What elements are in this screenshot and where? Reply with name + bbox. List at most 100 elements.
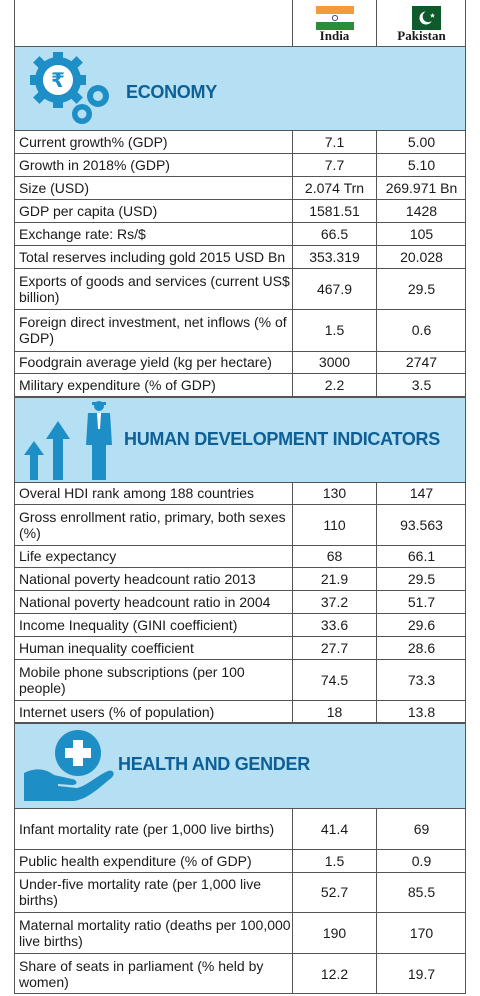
value-pakistan: 147	[409, 485, 434, 501]
table-row: Military expenditure (% of GDP) 2.2 3.5	[14, 373, 466, 396]
row-divider	[14, 153, 466, 154]
value-pakistan: 93.563	[400, 516, 443, 533]
value-india: 7.7	[324, 156, 345, 173]
value-india: 12.2	[320, 965, 349, 982]
row-label: Share of seats in parliament (% held by …	[19, 957, 264, 990]
row-divider	[14, 590, 466, 591]
value-india: 1.5	[324, 852, 345, 869]
value-india: 41.4	[320, 820, 349, 837]
row-label: Mobile phone subscriptions (per 100 peop…	[19, 663, 245, 696]
column-divider	[376, 0, 377, 46]
row-divider	[14, 700, 466, 701]
row-divider	[14, 545, 466, 546]
table-row: Infant mortality rate (per 1,000 live bi…	[14, 808, 466, 849]
row-label: Maternal mortality ratio (deaths per 100…	[19, 916, 291, 949]
row-divider	[14, 245, 466, 246]
column-divider	[376, 482, 377, 722]
value-india: 1.5	[324, 322, 345, 338]
row-divider	[14, 373, 466, 374]
row-divider	[14, 912, 466, 913]
value-india: 3000	[318, 354, 351, 370]
table-row: Exchange rate: Rs/$ 66.5 105	[14, 222, 466, 245]
row-label: Human inequality coefficient	[19, 639, 194, 656]
section-human-development: HUMAN DEVELOPMENT INDICATORS	[14, 397, 466, 482]
table-row: Growth in 2018% (GDP) 7.7 5.10	[14, 153, 466, 176]
value-pakistan: 0.6	[411, 322, 432, 338]
row-label: Size (USD)	[19, 179, 90, 196]
table-row: National poverty headcount ratio in 2004…	[14, 590, 466, 613]
value-pakistan: 51.7	[407, 593, 436, 610]
row-divider	[14, 396, 466, 397]
row-divider	[14, 953, 466, 954]
row-label: GDP per capita (USD)	[19, 202, 158, 219]
table-row: Gross enrollment ratio, primary, both se…	[14, 504, 466, 545]
growth-arrows-person-icon	[24, 401, 112, 480]
value-india: 7.1	[324, 134, 345, 150]
table-row: Public health expenditure (% of GDP) 1.5 0…	[14, 849, 466, 872]
row-label: Exchange rate: Rs/$	[19, 225, 146, 242]
header-india: India	[293, 0, 376, 46]
row-divider	[14, 636, 466, 637]
column-header-pakistan: Pakistan	[397, 28, 446, 43]
rupee-gear-icon: ₹	[30, 52, 109, 124]
column-divider	[292, 482, 293, 722]
row-label: National poverty headcount ratio in 2004	[19, 593, 271, 610]
column-divider	[292, 0, 293, 46]
row-divider	[14, 351, 466, 352]
comparison-table: India Pakistan ₹	[14, 0, 466, 994]
table-row: Foodgrain average yield (kg per hectare)…	[14, 351, 466, 373]
row-label: Public health expenditure (% of GDP)	[19, 852, 252, 869]
row-divider	[14, 309, 466, 310]
row-divider	[14, 397, 466, 398]
table-row: Current growth% (GDP) 7.1 5.00	[14, 131, 466, 153]
row-divider	[14, 567, 466, 568]
row-divider	[14, 872, 466, 873]
value-pakistan: 0.9	[411, 852, 432, 869]
value-pakistan: 85.5	[407, 884, 436, 900]
value-india: 130	[322, 485, 347, 501]
value-india: 110	[323, 516, 346, 533]
value-india: 2.074 Trn	[304, 179, 365, 196]
value-pakistan: 29.6	[407, 616, 436, 633]
row-divider	[14, 222, 466, 223]
row-label: National poverty headcount ratio 2013	[19, 570, 256, 587]
row-label: Exports of goods and services (current U…	[19, 272, 290, 305]
table-row: Income Inequality (GINI coefficient) 33.6…	[14, 613, 466, 636]
table-row: Mobile phone subscriptions (per 100 peop…	[14, 659, 466, 700]
value-pakistan: 20.028	[400, 248, 443, 265]
row-label: Gross enrollment ratio, primary, both se…	[19, 508, 286, 541]
value-india: 190	[322, 924, 347, 941]
table-row: Foreign direct investment, net inflows (…	[14, 309, 466, 351]
row-divider	[14, 176, 466, 177]
row-divider	[14, 268, 466, 269]
value-india: 68	[326, 548, 343, 564]
value-india: 66.5	[320, 225, 349, 242]
value-pakistan: 13.8	[407, 703, 436, 720]
value-pakistan: 2747	[405, 354, 438, 370]
value-pakistan: 29.5	[407, 570, 436, 587]
row-label: Overal HDI rank among 188 countries	[19, 485, 254, 501]
row-label: Infant mortality rate (per 1,000 live bi…	[19, 820, 275, 837]
row-label: Military expenditure (% of GDP)	[19, 376, 216, 393]
row-label: Income Inequality (GINI coefficient)	[19, 616, 238, 633]
row-divider	[14, 130, 466, 131]
column-divider	[376, 808, 377, 994]
value-india: 1581.51	[309, 202, 360, 219]
table-row: Internet users (% of population) 18 13.8	[14, 700, 466, 723]
section-title-human-development: HUMAN DEVELOPMENT INDICATORS	[124, 429, 440, 449]
column-divider	[376, 131, 377, 396]
row-divider	[14, 46, 466, 47]
row-label: Foodgrain average yield (kg per hectare)	[19, 354, 272, 370]
value-india: 52.7	[320, 884, 349, 900]
value-pakistan: 66.1	[407, 548, 436, 564]
row-label: Foreign direct investment, net inflows (…	[19, 314, 287, 346]
table-row: Total reserves including gold 2015 USD B…	[14, 245, 466, 268]
value-pakistan: 29.5	[407, 280, 436, 297]
row-label: Life expectancy	[19, 548, 117, 564]
value-india: 353.319	[309, 248, 360, 265]
value-pakistan: 170	[409, 924, 434, 941]
table-row: Size (USD) 2.074 Trn 269.971 Bn	[14, 176, 466, 199]
table-row: Maternal mortality ratio (deaths per 100…	[14, 912, 466, 953]
row-label: Total reserves including gold 2015 USD B…	[19, 248, 286, 265]
value-pakistan: 28.6	[407, 639, 436, 656]
